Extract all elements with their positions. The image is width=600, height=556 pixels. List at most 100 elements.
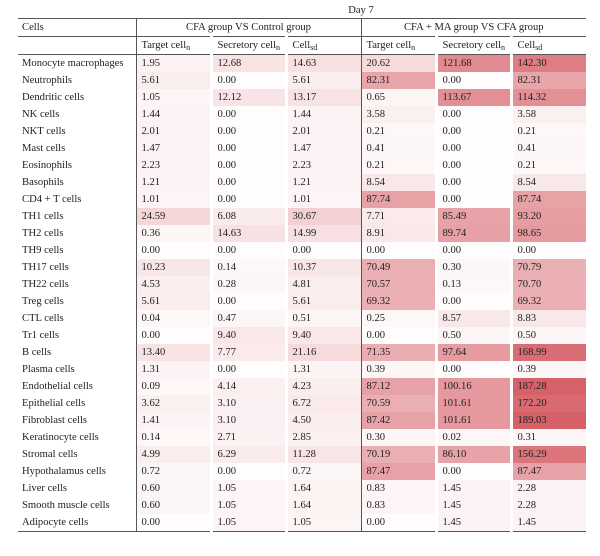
table-row: Monocyte macrophages 1.95 12.68 14.63 20.62 1… [18,54,586,72]
value-cell: 0.00 [434,463,511,480]
value-cell: 0.60 [135,480,211,497]
table-row: Fibroblast cells 1.41 3.10 4.50 87.42 101.61 1… [18,412,586,429]
value-cell: 0.39 [360,361,436,378]
group-header-row: Cells CFA group VS Control group CFA + M… [18,18,586,37]
table-row: NK cells 1.44 0.00 1.44 3.58 0.00 3.58 [18,106,586,123]
table-row: Smooth muscle cells 0.60 1.05 1.64 0.83 1.45 2… [18,497,586,514]
table-row: Dendritic cells 1.05 12.12 13.17 0.65 113.67 1… [18,89,586,106]
table-row: NKT cells 2.01 0.00 2.01 0.21 0.00 0.21 [18,123,586,140]
value-cell: 13.17 [284,89,361,106]
value-cell: 2.01 [284,123,361,140]
value-cell: 13.40 [135,344,211,361]
value-cell: 0.30 [434,259,511,276]
cell-type-name: Treg cells [22,296,64,307]
value-cell: 0.00 [509,242,586,259]
value-cell: 70.19 [360,446,436,463]
cell-type-name: TH2 cells [22,228,64,239]
value-cell: 0.83 [360,497,436,514]
value-cell: 82.31 [360,72,436,89]
value-cell: 0.00 [434,140,511,157]
value-cell: 85.49 [434,208,511,225]
sub-header: Target celln [135,36,211,55]
value-cell: 0.00 [209,361,286,378]
value-cell: 8.91 [360,225,436,242]
value-cell: 70.70 [509,276,586,293]
value-cell: 0.00 [209,463,286,480]
table-row: CTL cells 0.04 0.47 0.51 0.25 8.57 8.83 [18,310,586,327]
value-cell: 0.72 [284,463,361,480]
value-cell: 1.45 [434,497,511,514]
value-cell: 3.10 [209,395,286,412]
value-cell: 0.00 [209,140,286,157]
value-cell: 1.41 [135,412,211,429]
value-cell: 6.29 [209,446,286,463]
value-cell: 4.99 [135,446,211,463]
cell-type-name: Keratinocyte cells [22,432,99,443]
value-cell: 70.59 [360,395,436,412]
value-cell: 3.58 [509,106,586,123]
value-cell: 4.53 [135,276,211,293]
value-cell: 1.44 [284,106,361,123]
value-cell: 101.61 [434,395,511,412]
value-cell: 0.02 [434,429,511,446]
value-cell: 0.28 [209,276,286,293]
value-cell: 0.14 [209,259,286,276]
value-cell: 0.21 [360,123,436,140]
value-cell: 2.28 [509,497,586,514]
value-cell: 12.68 [209,54,286,72]
value-cell: 0.00 [209,123,286,140]
value-cell: 1.47 [284,140,361,157]
cell-type-name: NK cells [22,109,60,120]
value-cell: 0.31 [509,429,586,446]
value-cell: 168.99 [509,344,586,361]
value-cell: 14.99 [284,225,361,242]
value-cell: 11.28 [284,446,361,463]
sub-header: Secretory celln [434,36,511,55]
table-row: Endothelial cells 0.09 4.14 4.23 87.12 100.16… [18,378,586,395]
value-cell: 30.67 [284,208,361,225]
value-cell: 87.74 [360,191,436,208]
value-cell: 0.00 [360,514,436,532]
value-cell: 1.05 [209,514,286,532]
value-cell: 0.00 [434,361,511,378]
table-row: Eosinophils 2.23 0.00 2.23 0.21 0.00 0.21 [18,157,586,174]
value-cell: 2.23 [135,157,211,174]
cell-type-name: Neutrophils [22,75,73,86]
value-cell: 4.50 [284,412,361,429]
value-cell: 0.09 [135,378,211,395]
value-cell: 1.21 [284,174,361,191]
value-cell: 0.50 [434,327,511,344]
value-cell: 1.64 [284,497,361,514]
value-cell: 97.64 [434,344,511,361]
table-row: TH1 cells 24.59 6.08 30.67 7.71 85.49 93.20 [18,208,586,225]
table-row: Basophils 1.21 0.00 1.21 8.54 0.00 8.54 [18,174,586,191]
value-cell: 2.23 [284,157,361,174]
value-cell: 8.54 [360,174,436,191]
value-cell: 187.28 [509,378,586,395]
table-row: TH2 cells 0.36 14.63 14.99 8.91 89.74 98.65 [18,225,586,242]
cell-type-name: Tr1 cells [22,330,59,341]
table-row: B cells 13.40 7.77 21.16 71.35 97.64 168.99 [18,344,586,361]
cell-type-name: TH9 cells [22,245,64,256]
cell-type-name: Stromal cells [22,449,78,460]
value-cell: 0.00 [135,514,211,532]
sub-header: Cellsd [284,36,361,55]
value-cell: 1.21 [135,174,211,191]
cell-type-name: TH22 cells [22,279,69,290]
value-cell: 4.81 [284,276,361,293]
value-cell: 87.74 [509,191,586,208]
value-cell: 0.13 [434,276,511,293]
cell-type-name: NKT cells [22,126,66,137]
cell-type-name: Plasma cells [22,364,75,375]
value-cell: 0.00 [434,72,511,89]
value-cell: 3.10 [209,412,286,429]
value-cell: 0.00 [434,174,511,191]
value-cell: 5.61 [135,293,211,310]
value-cell: 0.72 [135,463,211,480]
value-cell: 2.71 [209,429,286,446]
value-cell: 0.00 [209,293,286,310]
value-cell: 0.00 [284,242,361,259]
value-cell: 0.21 [360,157,436,174]
value-cell: 14.63 [284,54,361,72]
value-cell: 0.00 [209,72,286,89]
